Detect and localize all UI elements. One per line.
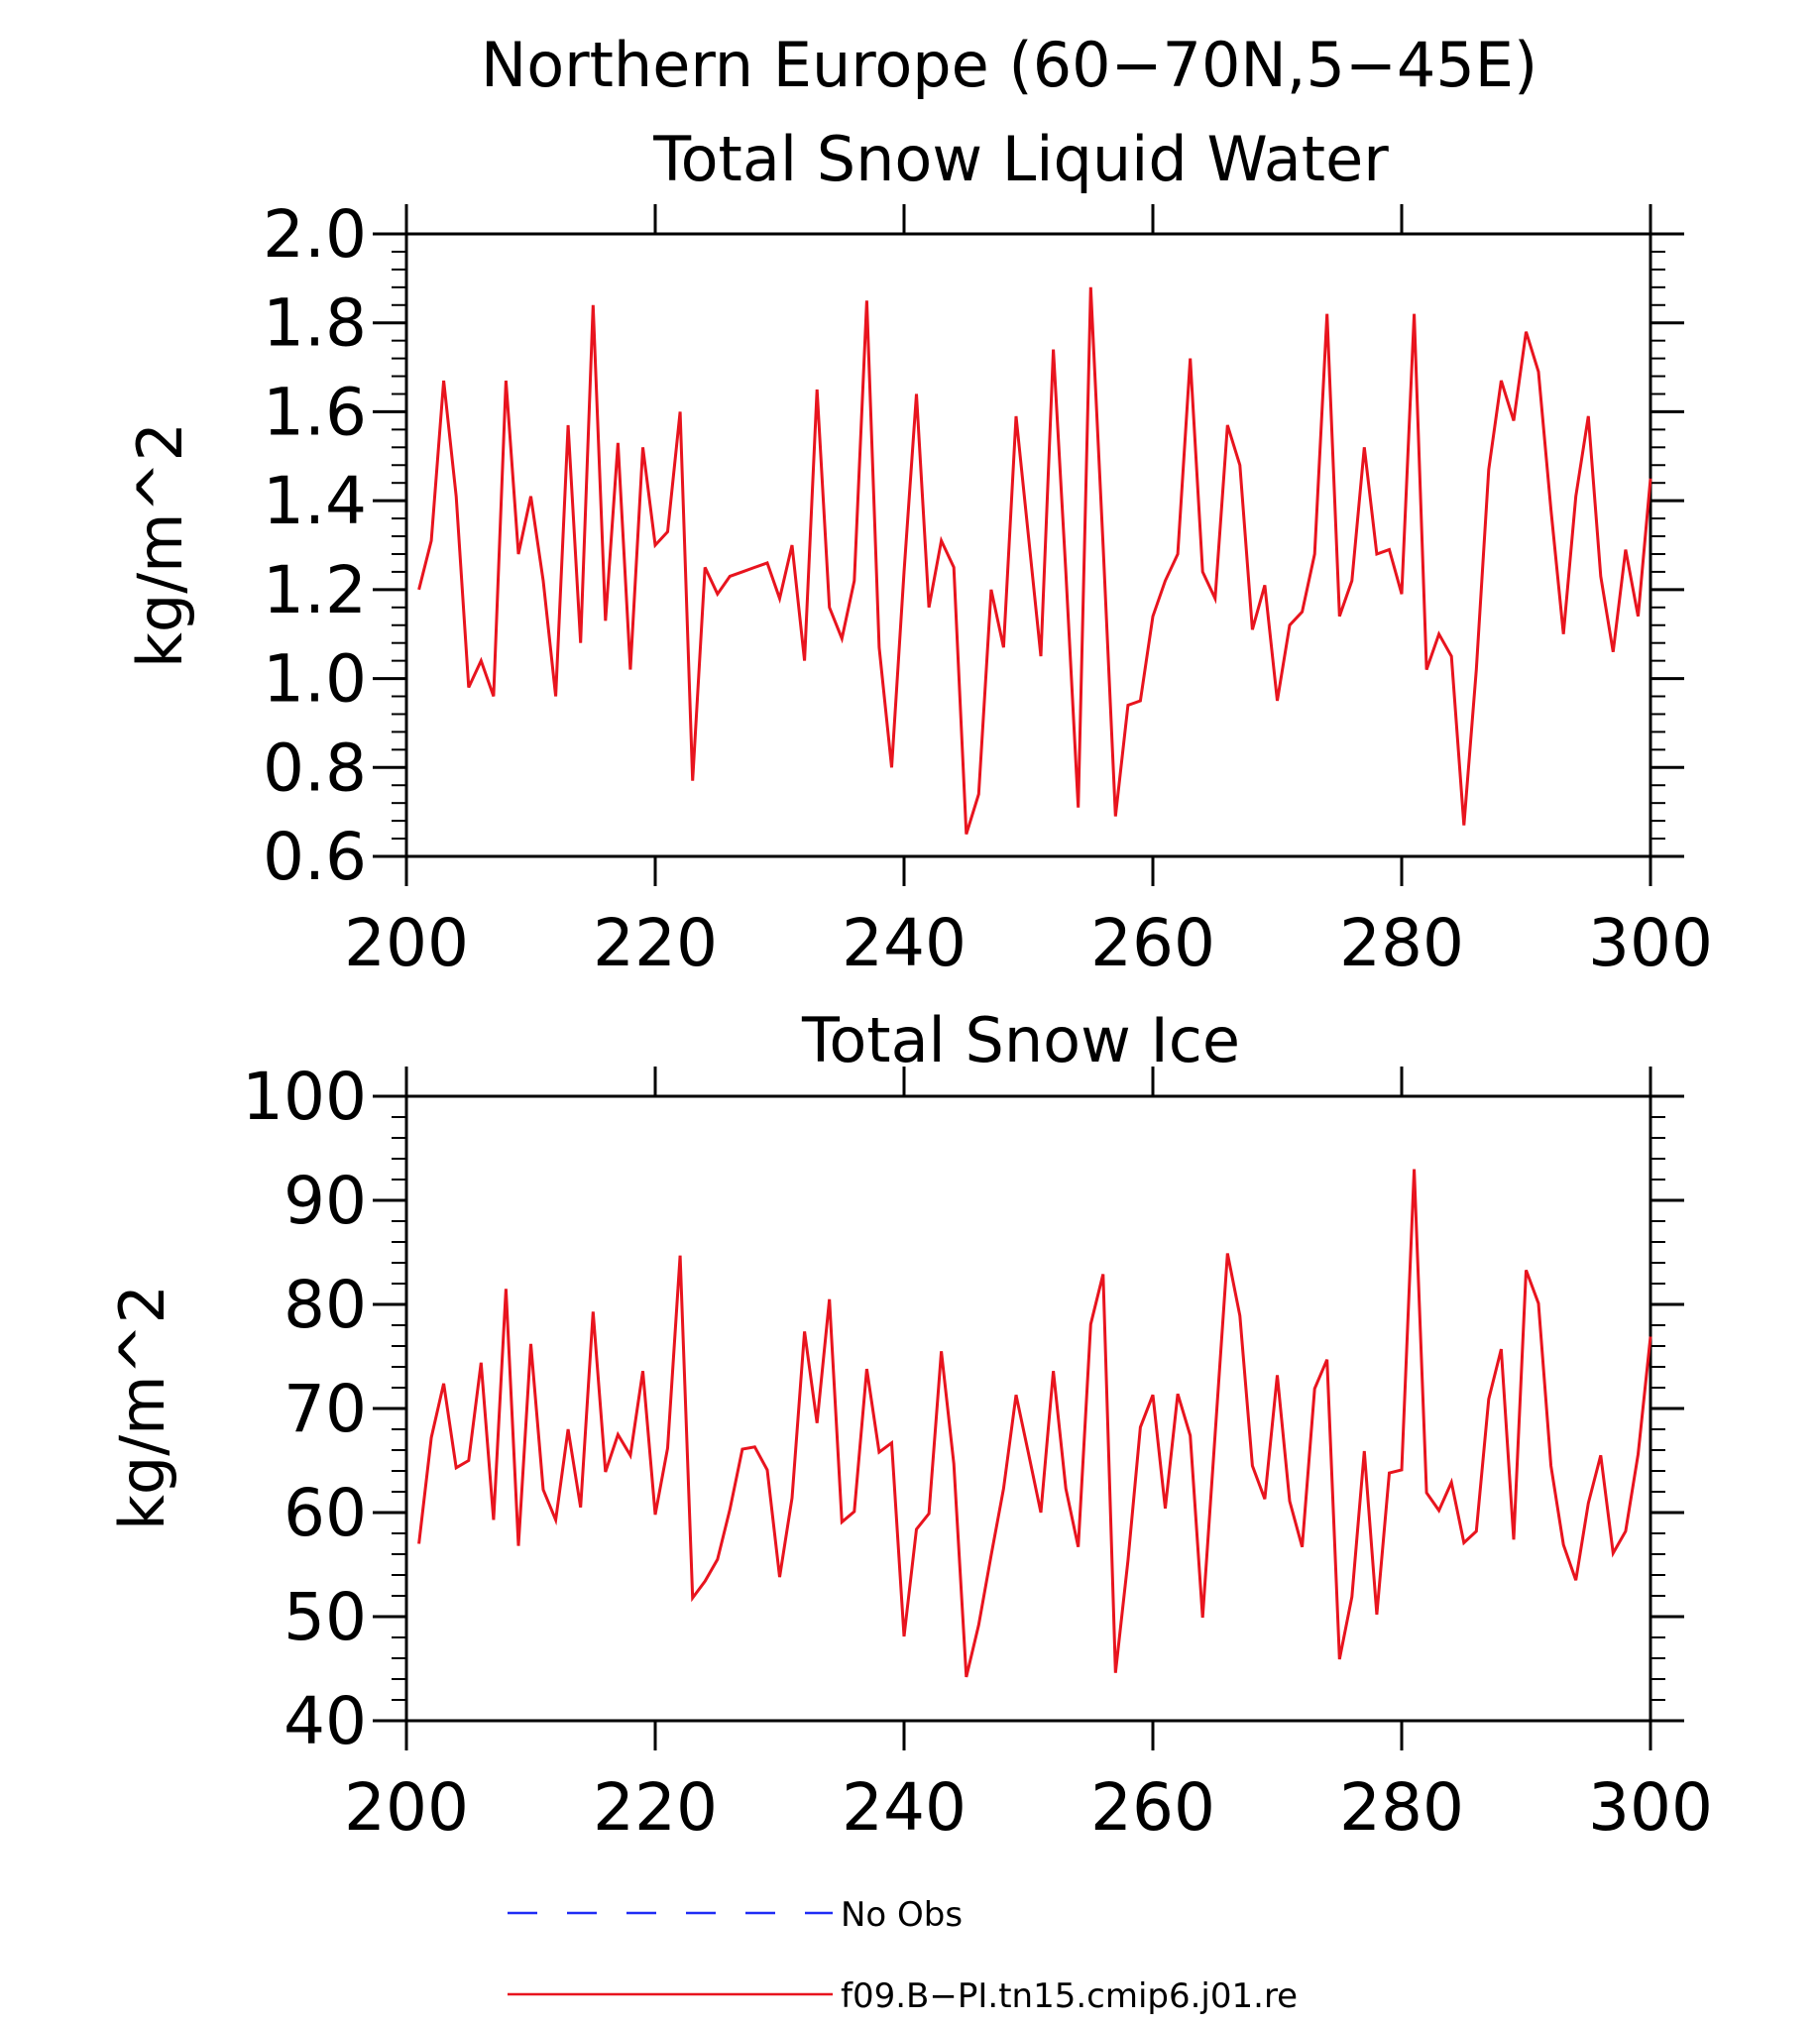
panel-title: Total Snow Liquid Water — [652, 123, 1389, 195]
x-tick-label: 300 — [1588, 1769, 1713, 1846]
y-tick-label: 90 — [284, 1163, 367, 1239]
y-tick-label: 50 — [284, 1579, 367, 1655]
series-line — [417, 1169, 1652, 1678]
x-tick-label: 280 — [1339, 1769, 1464, 1846]
x-tick-label: 240 — [842, 1769, 967, 1846]
legend-label-model: f09.B−PI.tn15.cmip6.j01.re — [841, 1976, 1298, 2016]
x-tick-label: 260 — [1090, 905, 1215, 981]
x-tick-label: 200 — [344, 1769, 469, 1846]
x-tick-label: 260 — [1090, 1769, 1215, 1846]
y-tick-label: 1.6 — [263, 374, 367, 450]
y-tick-label: 1.8 — [263, 285, 367, 362]
y-tick-label: 1.4 — [263, 463, 367, 539]
x-tick-label: 240 — [842, 905, 967, 981]
y-axis-label: kg/m^2 — [124, 422, 196, 668]
y-tick-label: 1.0 — [263, 641, 367, 718]
x-tick-label: 300 — [1588, 905, 1713, 981]
y-axis-label: kg/m^2 — [106, 1285, 178, 1530]
y-tick-label: 1.2 — [263, 552, 367, 628]
y-tick-label: 70 — [284, 1371, 367, 1447]
y-tick-label: 60 — [284, 1475, 367, 1551]
legend: No Obs f09.B−PI.tn15.cmip6.j01.re — [508, 1895, 1298, 2016]
legend-label-no-obs: No Obs — [841, 1895, 963, 1935]
y-tick-label: 0.8 — [263, 730, 367, 806]
panel-total-snow-liquid-water: Total Snow Liquid Water kg/m^2 200 220 240… — [124, 123, 1713, 981]
y-tick-label: 100 — [242, 1059, 367, 1135]
panel-total-snow-ice: Total Snow Ice kg/m^2 200 220 240 260 280 300… — [106, 1004, 1713, 1846]
x-tick-label: 220 — [593, 1769, 718, 1846]
series-line — [417, 286, 1652, 836]
plot-frame — [404, 1094, 1652, 1723]
y-tick-label: 2.0 — [263, 196, 367, 273]
y-tick-label: 0.6 — [263, 819, 367, 895]
plot-frame — [404, 232, 1652, 858]
x-tick-label: 220 — [593, 905, 718, 981]
y-tick-label: 80 — [284, 1267, 367, 1343]
figure-title: Northern Europe (60−70N,5−45E) — [481, 29, 1537, 101]
panel-title: Total Snow Ice — [801, 1004, 1240, 1076]
x-tick-label: 280 — [1339, 905, 1464, 981]
x-tick-label: 200 — [344, 905, 469, 981]
y-tick-label: 40 — [284, 1683, 367, 1759]
